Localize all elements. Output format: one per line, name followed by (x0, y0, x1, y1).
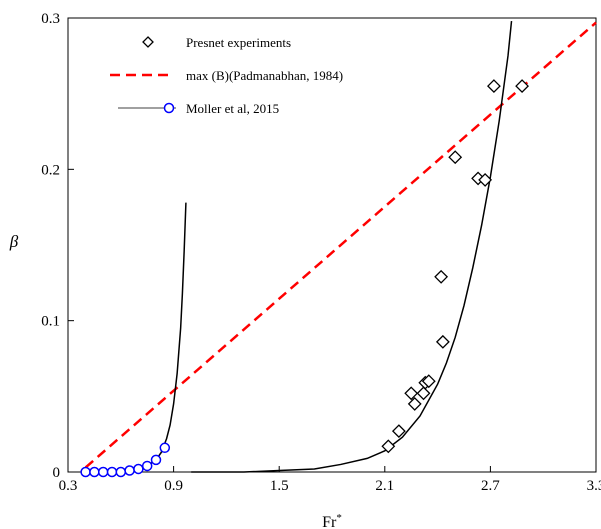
experiment-point (435, 334, 450, 349)
moller-point (150, 454, 162, 466)
moller-point (80, 466, 91, 478)
experiment-point (448, 150, 463, 165)
y-tick-label: 0.1 (41, 314, 60, 330)
experiment-point (407, 396, 422, 411)
fit-curve-3 (85, 202, 187, 473)
moller-point (115, 466, 127, 478)
legend: Presnet experiments max (B)(Padmanabhan, … (110, 35, 343, 116)
markers-layer (80, 79, 529, 478)
experiment-point (487, 79, 501, 94)
y-tick-label: 0 (53, 465, 61, 481)
legend-label: Moller et al, 2015 (186, 101, 279, 116)
plot-frame (67, 17, 597, 473)
y-tick-label: 0.2 (41, 162, 60, 178)
moller-point (106, 466, 118, 478)
x-tick-label: 3.3 (587, 478, 601, 494)
moller-point (133, 463, 144, 475)
y-axis-label: β (9, 232, 19, 251)
legend-circle-symbol (163, 102, 175, 114)
x-axis-label: Fr* (322, 512, 342, 529)
experiment-point (416, 386, 431, 401)
y-ticks: 0 0.1 0.2 0.3 (41, 11, 74, 481)
y-tick-label: 0.3 (41, 11, 60, 27)
experiment-point (404, 386, 419, 401)
legend-diamond-symbol (142, 36, 154, 48)
fit-curve-4 (191, 20, 513, 473)
padmanabhan-line (84, 21, 597, 469)
experiment-point (478, 173, 493, 187)
x-tick-label: 2.1 (375, 478, 394, 494)
experiment-point (515, 79, 529, 94)
moller-point (89, 466, 100, 478)
experiment-point (434, 269, 449, 284)
x-ticks: 0.3 0.9 1.5 2.1 2.7 3.3 (59, 466, 601, 494)
moller-point (97, 466, 109, 478)
moller-point (141, 460, 153, 472)
moller-point (159, 442, 171, 454)
experiment-point (421, 374, 436, 389)
moller-point (124, 465, 135, 476)
experiment-point (381, 439, 396, 454)
x-tick-label: 2.7 (481, 478, 500, 494)
legend-label: max (B)(Padmanabhan, 1984) (186, 68, 343, 83)
x-tick-label: 1.5 (270, 478, 289, 494)
x-tick-label: 0.3 (59, 478, 78, 494)
experiment-point (391, 424, 406, 439)
legend-label: Presnet experiments (186, 35, 291, 50)
x-tick-label: 0.9 (164, 478, 183, 494)
